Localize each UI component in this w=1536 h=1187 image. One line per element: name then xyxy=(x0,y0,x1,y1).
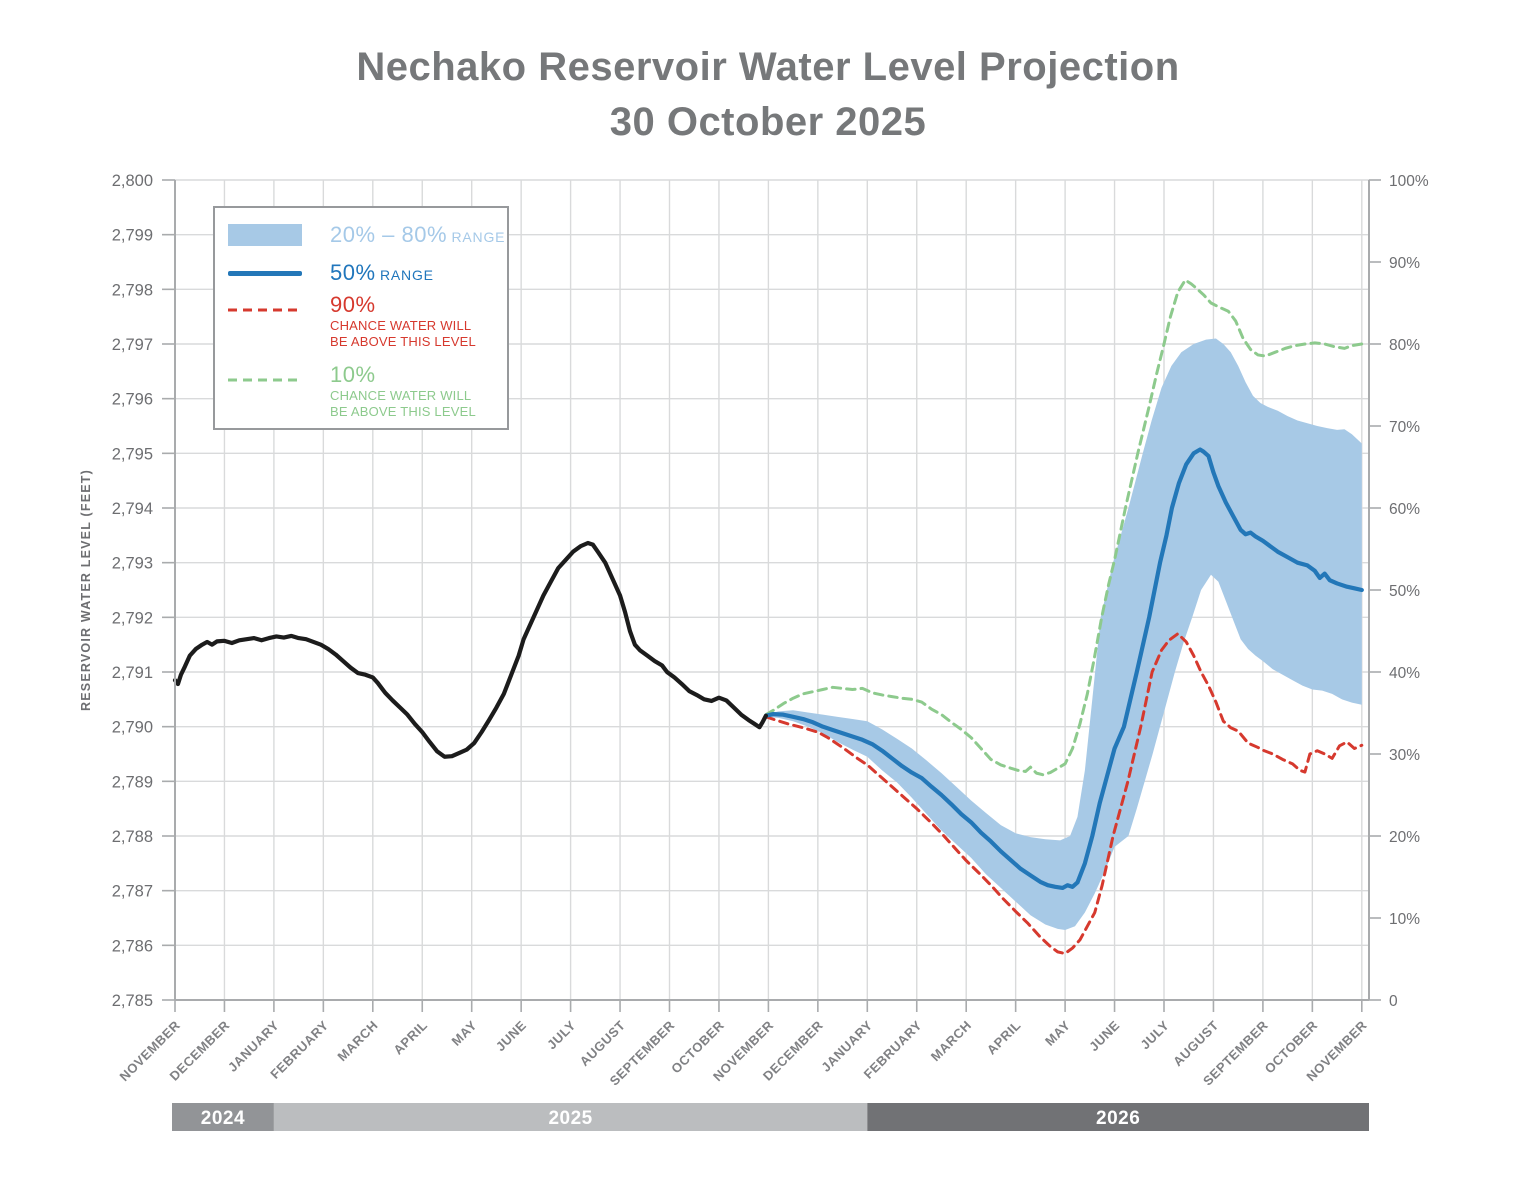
svg-text:MARCH: MARCH xyxy=(928,1018,975,1065)
left-axis-labels: 2,785 2,786 2,787 2,788 2,789 2,790 2,791 2,792… xyxy=(112,172,153,1010)
chart-title-line1: Nechako Reservoir Water Level Projection xyxy=(356,45,1180,89)
legend-item-band: 20% – 80% RANGE xyxy=(228,222,504,248)
legend-90pct-sublabel: CHANCE WATER WILL BE ABOVE THIS LEVEL xyxy=(330,318,476,349)
svg-text:40%: 40% xyxy=(1389,665,1420,682)
series-historical xyxy=(172,540,769,759)
svg-text:80%: 80% xyxy=(1389,337,1420,354)
svg-text:AUGUST: AUGUST xyxy=(577,1018,629,1070)
legend-10pct-sublabel: CHANCE WATER WILL BE ABOVE THIS LEVEL xyxy=(330,388,476,419)
band-swatch xyxy=(228,224,302,246)
svg-text:50%: 50% xyxy=(1389,583,1420,600)
svg-text:JUNE: JUNE xyxy=(1086,1018,1123,1055)
svg-text:JUNE: JUNE xyxy=(493,1018,530,1055)
svg-text:10%: 10% xyxy=(1389,911,1420,928)
svg-text:2,789: 2,789 xyxy=(112,773,153,791)
red-dashed-swatch xyxy=(228,300,302,318)
svg-text:2,799: 2,799 xyxy=(112,227,153,245)
svg-text:APRIL: APRIL xyxy=(390,1018,430,1058)
year-bar-label-2024: 2024 xyxy=(201,1108,245,1129)
svg-text:2,798: 2,798 xyxy=(112,281,153,299)
svg-text:JULY: JULY xyxy=(1137,1018,1172,1053)
svg-text:2,787: 2,787 xyxy=(112,883,153,901)
svg-text:90%: 90% xyxy=(1389,255,1420,272)
svg-text:RESERVOIR WATER LEVEL (FEET): RESERVOIR WATER LEVEL (FEET) xyxy=(79,469,93,711)
y-axis-title: RESERVOIR WATER LEVEL (FEET) xyxy=(79,469,93,711)
svg-text:60%: 60% xyxy=(1389,501,1420,518)
year-bar-2026 xyxy=(867,1103,1369,1131)
chart-title-line2: 30 October 2025 xyxy=(609,100,927,145)
legend-10pct-label: 10% xyxy=(330,362,376,387)
svg-text:2,797: 2,797 xyxy=(112,336,153,354)
svg-text:2,796: 2,796 xyxy=(112,391,153,409)
svg-text:0: 0 xyxy=(1389,993,1398,1010)
svg-text:2,791: 2,791 xyxy=(112,664,153,682)
legend-band-label: 20% – 80% xyxy=(330,222,448,247)
svg-text:2,786: 2,786 xyxy=(112,937,153,955)
svg-text:2,790: 2,790 xyxy=(112,719,153,737)
svg-text:30%: 30% xyxy=(1389,747,1420,764)
svg-text:2,800: 2,800 xyxy=(112,172,153,190)
year-bars: 2024 2025 2026 xyxy=(172,1103,1369,1131)
median-line-swatch xyxy=(228,271,302,276)
svg-text:2,792: 2,792 xyxy=(112,609,153,627)
legend-band-suffix: RANGE xyxy=(451,229,506,245)
series-red xyxy=(764,632,1364,956)
svg-text:2,785: 2,785 xyxy=(112,992,153,1010)
svg-text:APRIL: APRIL xyxy=(984,1018,1024,1058)
year-bar-label-2025: 2025 xyxy=(548,1108,592,1129)
svg-text:100%: 100% xyxy=(1389,173,1429,190)
year-bar-2024 xyxy=(172,1103,274,1131)
chart-title: Nechako Reservoir Water Level Projection… xyxy=(0,40,1536,150)
year-bar-2025 xyxy=(273,1103,868,1131)
svg-text:MARCH: MARCH xyxy=(334,1018,381,1065)
svg-text:70%: 70% xyxy=(1389,419,1420,436)
band-20-80 xyxy=(765,338,1362,931)
svg-text:2,793: 2,793 xyxy=(112,555,153,573)
series-median xyxy=(763,447,1364,891)
svg-text:2,795: 2,795 xyxy=(112,445,153,463)
right-axis-labels: 0 10% 20% 30% 40% 50% 60% 70% 80% 90% 100% xyxy=(1389,173,1429,1010)
svg-text:20%: 20% xyxy=(1389,829,1420,846)
svg-text:MAY: MAY xyxy=(449,1018,480,1049)
year-bar-label-2026: 2026 xyxy=(1096,1108,1140,1129)
legend-median-label: 50% xyxy=(330,260,376,285)
legend-item-median: 50% RANGE xyxy=(228,260,496,286)
svg-text:2,788: 2,788 xyxy=(112,828,153,846)
green-dashed-swatch xyxy=(228,370,302,388)
svg-text:JULY: JULY xyxy=(544,1018,579,1053)
svg-text:2,794: 2,794 xyxy=(112,500,153,518)
legend-median-suffix: RANGE xyxy=(380,267,434,283)
band-area xyxy=(765,338,1362,931)
axes xyxy=(162,179,1381,1012)
svg-text:MAY: MAY xyxy=(1042,1018,1073,1049)
svg-text:AUGUST: AUGUST xyxy=(1170,1018,1222,1070)
legend-90pct-label: 90% xyxy=(330,292,376,317)
legend: 20% – 80% RANGE 50% RANGE 90% CHANCE WAT… xyxy=(213,206,509,430)
series-green xyxy=(764,278,1364,777)
